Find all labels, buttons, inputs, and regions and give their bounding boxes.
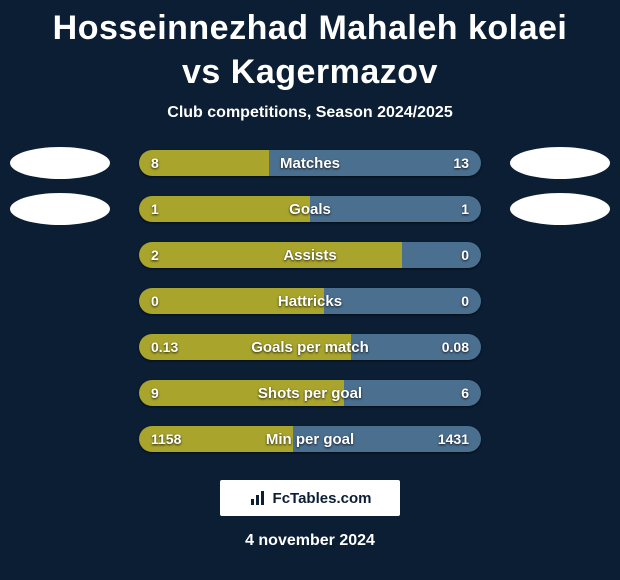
bar-segment-right: [269, 150, 481, 176]
stat-row: 0.130.08Goals per match: [0, 324, 620, 370]
stat-bar: 11Goals: [139, 196, 481, 222]
page-title: Hosseinnezhad Mahaleh kolaei vs Kagermaz…: [0, 0, 620, 94]
bar-segment-right: [310, 196, 481, 222]
bar-segment-left: [139, 426, 293, 452]
stat-bar: 813Matches: [139, 150, 481, 176]
date-text: 4 november 2024: [0, 532, 620, 550]
chart-icon: [249, 489, 267, 507]
player-badge-left: [10, 147, 110, 179]
subtitle: Club competitions, Season 2024/2025: [0, 104, 620, 122]
stat-bar: 96Shots per goal: [139, 380, 481, 406]
stat-bar: 20Assists: [139, 242, 481, 268]
branding-text: FcTables.com: [273, 490, 372, 507]
player-badge-right: [510, 147, 610, 179]
player-badge-right: [510, 193, 610, 225]
stat-bar: 11581431Min per goal: [139, 426, 481, 452]
bar-segment-left: [139, 380, 344, 406]
bar-segment-left: [139, 288, 324, 314]
player-badge-left: [10, 193, 110, 225]
bar-segment-right: [344, 380, 481, 406]
stat-bar: 0.130.08Goals per match: [139, 334, 481, 360]
bar-segment-right: [293, 426, 481, 452]
bar-segment-left: [139, 196, 310, 222]
stat-bar: 00Hattricks: [139, 288, 481, 314]
comparison-chart: 813Matches 11Goals 20Assists 00Hattricks 0.1…: [0, 140, 620, 462]
bar-segment-right: [351, 334, 481, 360]
stat-row: 11581431Min per goal: [0, 416, 620, 462]
stat-row: 11Goals: [0, 186, 620, 232]
bar-segment-right: [402, 242, 481, 268]
stat-row: 813Matches: [0, 140, 620, 186]
stat-row: 00Hattricks: [0, 278, 620, 324]
bar-segment-left: [139, 150, 269, 176]
bar-segment-right: [324, 288, 481, 314]
branding-badge: FcTables.com: [220, 480, 400, 516]
stat-row: 20Assists: [0, 232, 620, 278]
bar-segment-left: [139, 242, 402, 268]
bar-segment-left: [139, 334, 351, 360]
stat-row: 96Shots per goal: [0, 370, 620, 416]
